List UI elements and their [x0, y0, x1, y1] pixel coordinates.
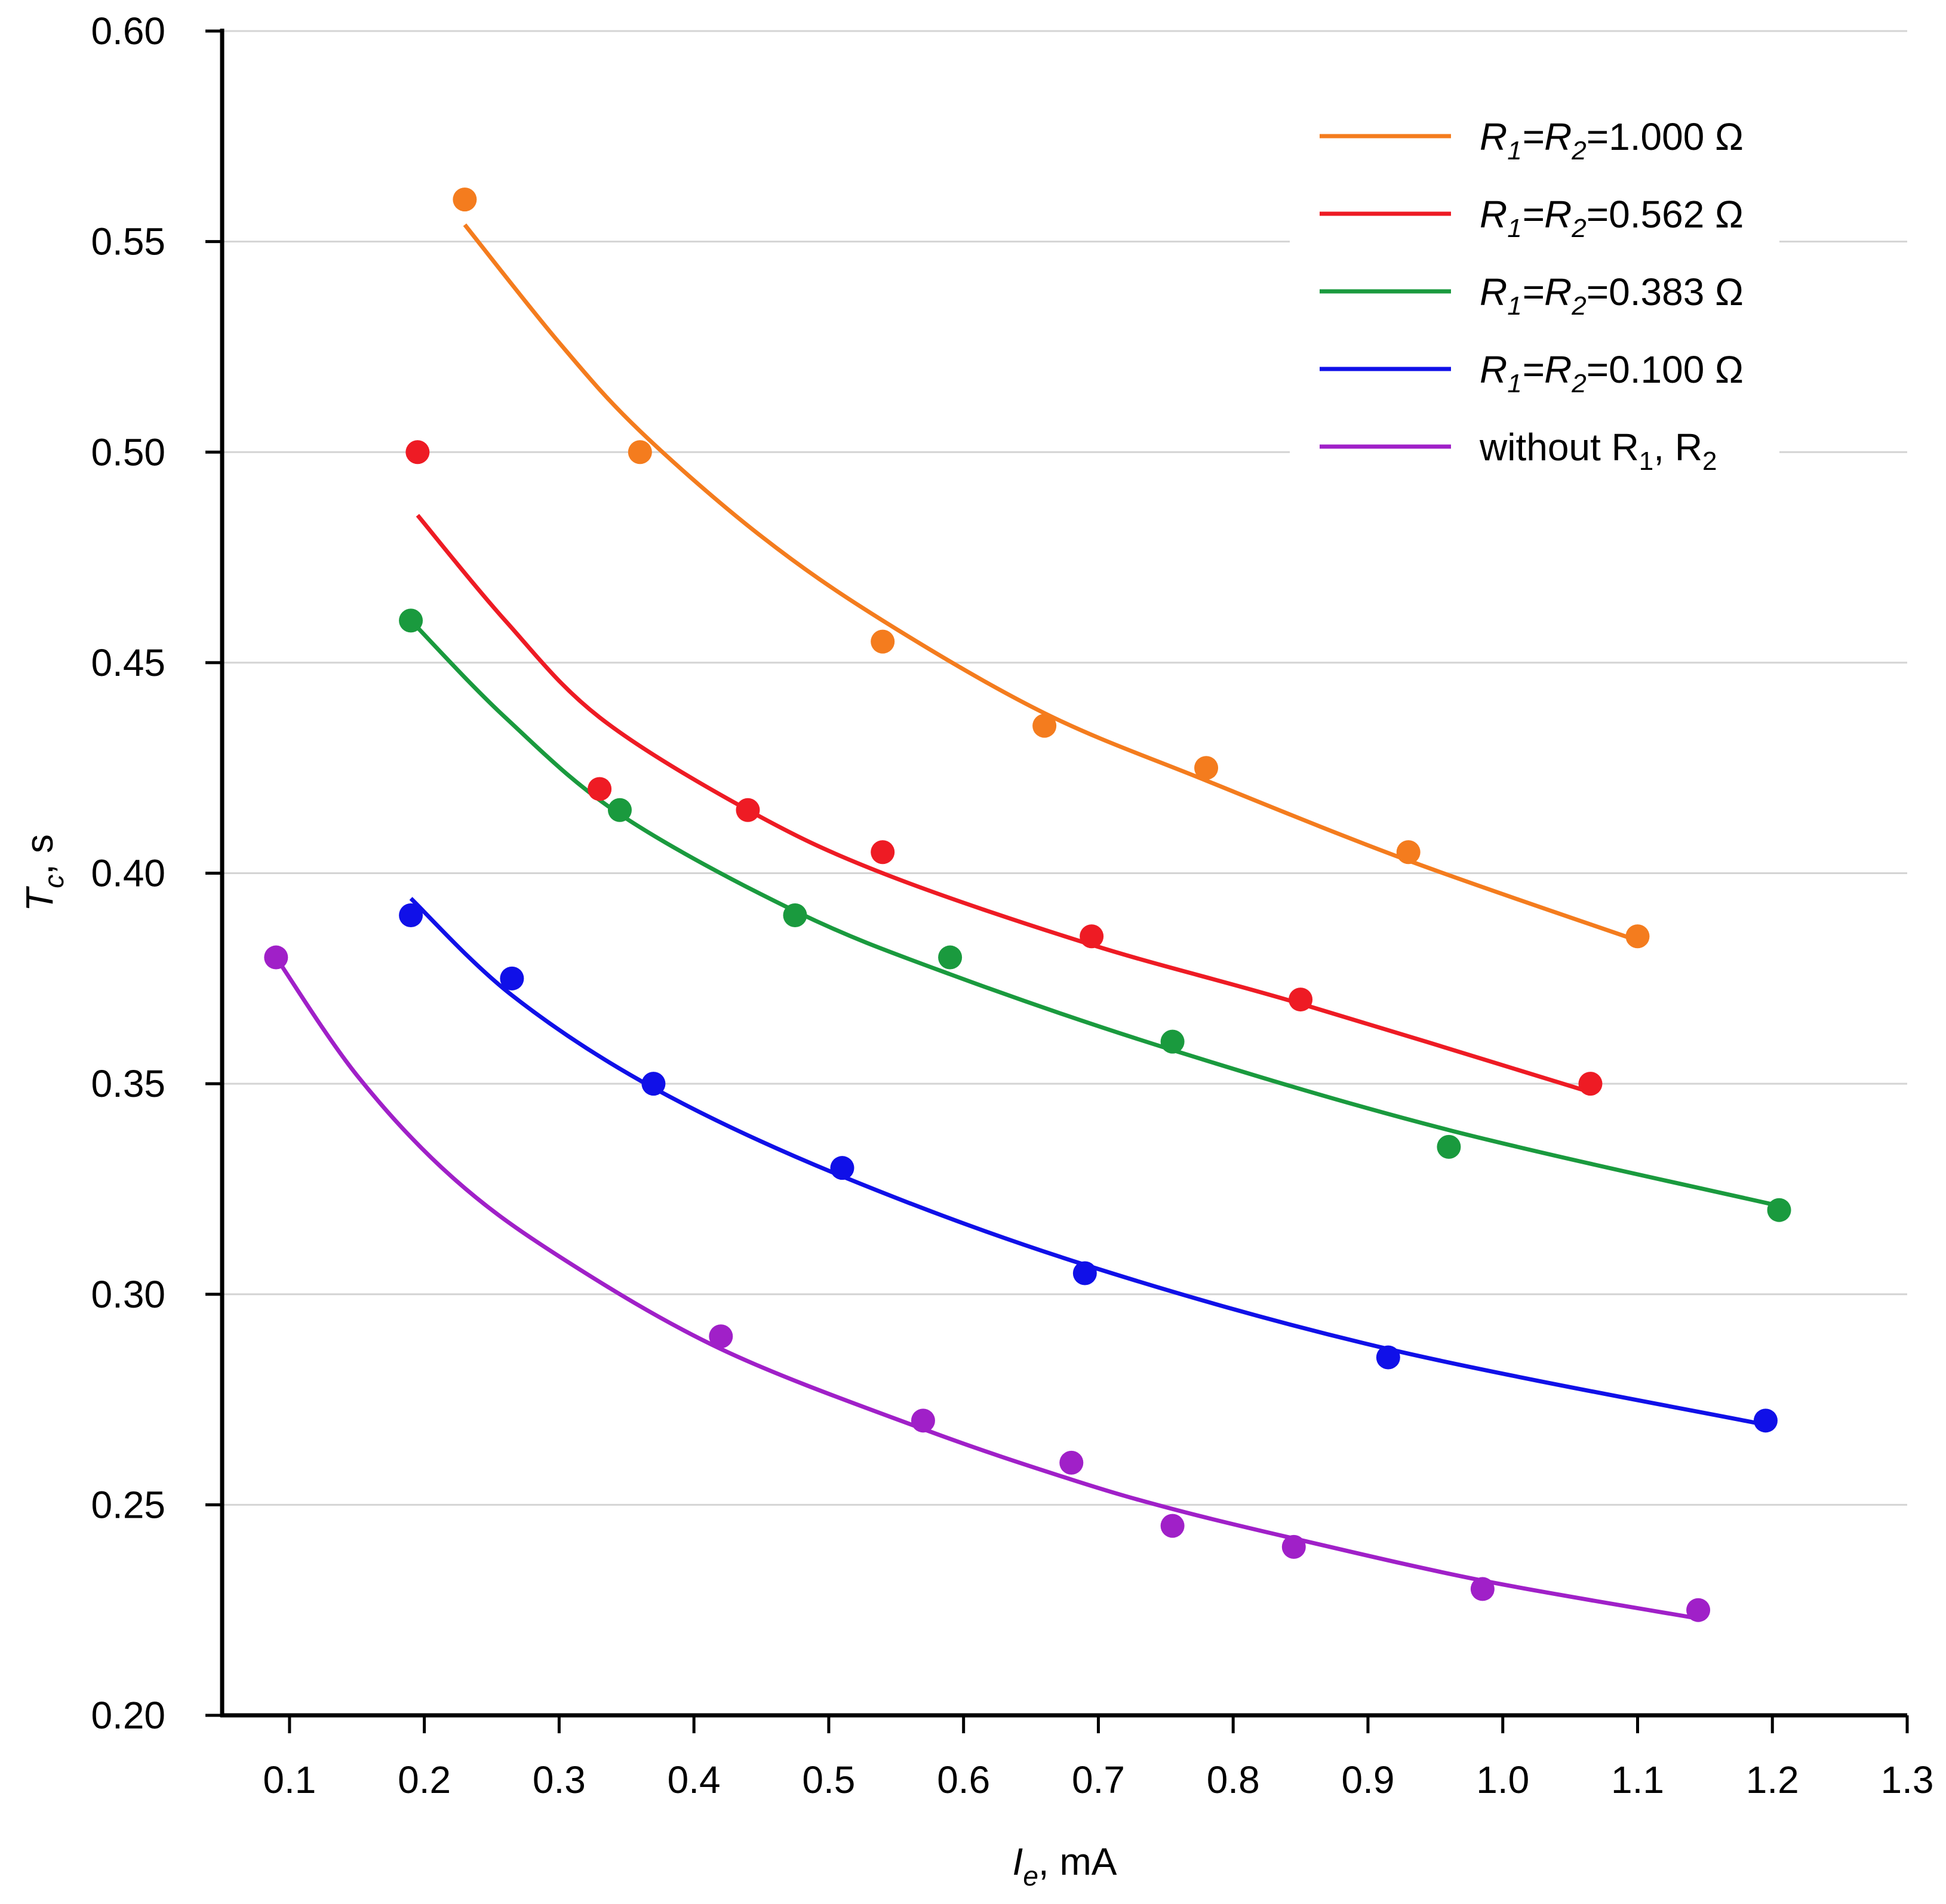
legend-label-1: R1=R2=0.562 Ω: [1480, 193, 1744, 243]
y-tick-label: 0.50: [91, 430, 165, 473]
data-point-series-1: [736, 798, 760, 822]
x-tick-label: 0.7: [1072, 1758, 1125, 1801]
y-tick-label: 0.35: [91, 1062, 165, 1105]
x-tick-label: 0.9: [1341, 1758, 1394, 1801]
data-point-series-3: [641, 1072, 666, 1096]
data-point-series-1: [1578, 1072, 1603, 1096]
data-point-series-1: [1080, 924, 1104, 949]
y-tick-label: 0.40: [91, 852, 165, 895]
data-point-series-1: [405, 440, 430, 465]
data-point-series-4: [1059, 1450, 1084, 1475]
data-point-series-0: [871, 629, 895, 654]
fit-curve-0: [463, 223, 1638, 943]
legend-label-4: without R1, R2: [1479, 426, 1717, 476]
y-tick-label: 0.20: [91, 1694, 165, 1737]
data-point-series-3: [500, 966, 524, 991]
data-point-series-0: [1625, 924, 1650, 949]
data-point-series-4: [1470, 1577, 1495, 1601]
y-axis-label: Tc, s: [18, 834, 69, 912]
y-tick-label: 0.45: [91, 641, 165, 684]
x-tick-label: 0.4: [668, 1758, 721, 1801]
y-tick-label: 0.55: [91, 220, 165, 263]
legend-label-2: R1=R2=0.383 Ω: [1480, 270, 1744, 321]
data-point-series-2: [1160, 1029, 1185, 1054]
y-tick-label: 0.25: [91, 1483, 165, 1526]
data-point-series-0: [628, 440, 652, 465]
data-point-series-4: [264, 945, 288, 970]
data-point-series-0: [1032, 713, 1057, 738]
x-tick-label: 0.6: [937, 1758, 990, 1801]
x-tick-label: 0.8: [1207, 1758, 1260, 1801]
legend-label-0: R1=R2=1.000 Ω: [1480, 115, 1744, 165]
data-point-series-4: [1281, 1534, 1306, 1559]
x-tick-label: 1.2: [1746, 1758, 1799, 1801]
legend-background: [1290, 101, 1779, 496]
data-point-series-4: [1160, 1514, 1185, 1538]
data-point-series-0: [453, 187, 477, 212]
data-point-series-4: [709, 1324, 733, 1349]
data-point-series-2: [607, 798, 632, 822]
data-point-series-0: [1194, 756, 1219, 780]
data-point-series-3: [830, 1156, 854, 1180]
y-tick-label: 0.60: [91, 10, 165, 53]
fit-curve-1: [416, 513, 1591, 1094]
legend-label-3: R1=R2=0.100 Ω: [1480, 348, 1744, 398]
x-tick-label: 1.0: [1476, 1758, 1529, 1801]
data-point-series-3: [399, 903, 423, 928]
data-point-series-2: [399, 608, 423, 633]
legend: R1=R2=1.000 Ω R1=R2=0.562 Ω R1=R2=0.383 Ω R…: [1290, 101, 1779, 496]
axes: 0.20 0.25 0.30 0.35 0.40 0.45 0.50 0.55 0.60 0.1 0…: [91, 10, 1933, 1801]
data-point-series-4: [1686, 1598, 1711, 1622]
data-point-series-2: [783, 903, 807, 928]
data-points: [264, 187, 1791, 1622]
data-point-series-3: [1376, 1345, 1400, 1370]
x-tick-label: 0.5: [802, 1758, 855, 1801]
fit-curve-2: [409, 619, 1780, 1208]
x-tick-label: 1.3: [1881, 1758, 1934, 1801]
gridlines: [222, 30, 1907, 1506]
data-point-series-2: [1437, 1134, 1461, 1159]
x-axis-label: Ie, mA: [1013, 1840, 1117, 1891]
x-tick-label: 0.1: [263, 1758, 316, 1801]
data-point-series-1: [871, 840, 895, 865]
y-tick-label: 0.30: [91, 1273, 165, 1316]
x-tick-label: 0.2: [398, 1758, 451, 1801]
data-point-series-3: [1072, 1261, 1097, 1285]
data-point-series-0: [1396, 840, 1421, 865]
x-tick-label: 0.3: [533, 1758, 586, 1801]
data-point-series-1: [1289, 988, 1313, 1012]
data-point-series-4: [911, 1408, 935, 1433]
data-point-series-1: [588, 777, 612, 801]
fit-curve-4: [274, 956, 1699, 1621]
data-point-series-3: [1753, 1408, 1778, 1433]
data-point-series-2: [1767, 1198, 1791, 1222]
data-point-series-2: [938, 945, 963, 970]
x-tick-label: 1.1: [1611, 1758, 1664, 1801]
fit-curve-3: [409, 897, 1766, 1427]
